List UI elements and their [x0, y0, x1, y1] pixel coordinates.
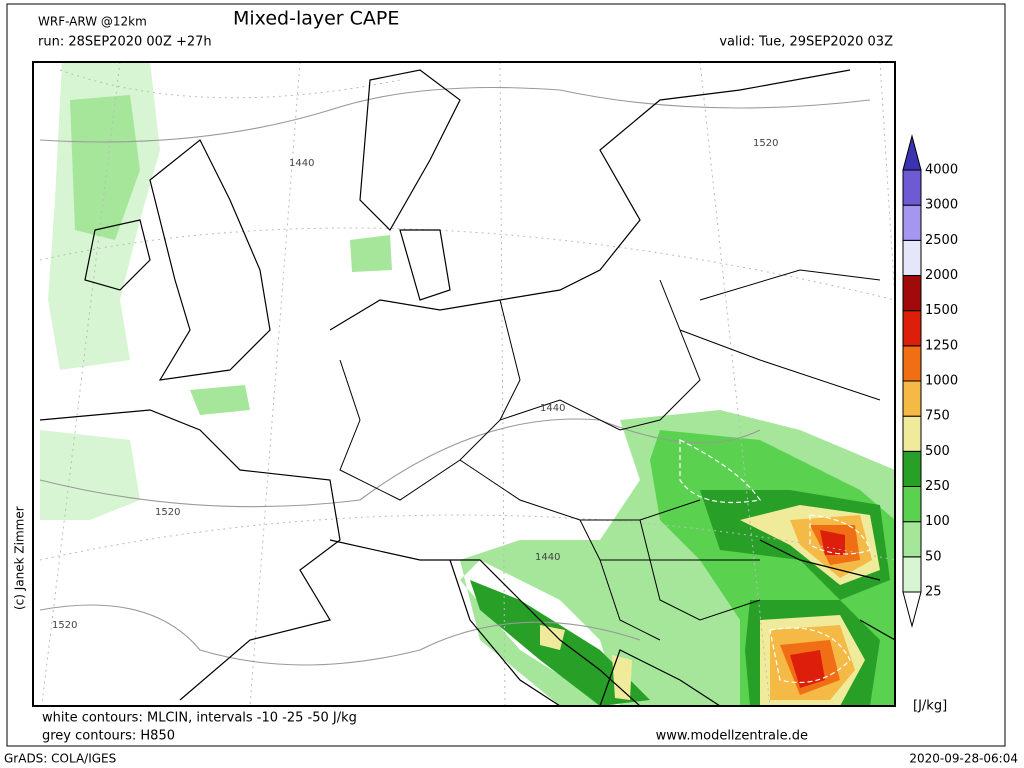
cape-area — [70, 95, 140, 240]
cape-area — [790, 650, 825, 688]
note-white: white contours: MLCIN, intervals -10 -25… — [42, 711, 357, 726]
note-grey: grey contours: H850 — [42, 729, 175, 744]
colorbar-box — [902, 450, 922, 488]
colorbar-box — [902, 415, 922, 452]
cape-area — [190, 385, 250, 415]
map-frame — [32, 61, 896, 707]
cape-area — [612, 655, 632, 700]
coastline — [39, 69, 895, 706]
cape-area — [350, 235, 392, 272]
colorbar-box — [902, 275, 922, 312]
timestamp: 2020-09-28-06:04 — [909, 752, 1018, 766]
colorbar-label: 2500 — [925, 233, 958, 248]
title: Mixed-layer CAPE — [233, 8, 399, 30]
copyright: (c) Janek Zimmer — [13, 506, 27, 610]
software: GrADS: COLA/IGES — [4, 752, 116, 766]
colorbar-box — [902, 556, 922, 593]
country-border — [339, 269, 881, 641]
colorbar-triangle — [902, 134, 922, 171]
contour-label: 1440 — [289, 158, 314, 169]
colorbar-label: 500 — [925, 444, 950, 459]
colorbar-label: 3000 — [925, 198, 958, 213]
contour-label: 1520 — [753, 138, 778, 149]
colorbar-label: 4000 — [925, 163, 958, 178]
colorbar-label: 100 — [925, 514, 950, 529]
colorbar-label: 250 — [925, 479, 950, 494]
unit-label: [J/kg] — [913, 699, 947, 714]
colorbar-box — [902, 380, 922, 417]
run-label: run: 28SEP2020 00Z +27h — [38, 35, 212, 50]
map: 1440 1520 1440 1440 1520 1520 — [32, 61, 896, 707]
website: www.modellzentrale.de — [656, 729, 808, 744]
contour-label: 1520 — [52, 620, 77, 631]
colorbar-label: 1500 — [925, 303, 958, 318]
colorbar-label: 50 — [925, 549, 942, 564]
contour-label: 1440 — [535, 552, 560, 563]
colorbar-box — [902, 204, 922, 241]
colorbar-box — [902, 310, 922, 347]
colorbar-label: 2000 — [925, 268, 958, 283]
mlcin-contour — [679, 439, 871, 684]
colorbar-box — [902, 345, 922, 382]
colorbar-label: 1000 — [925, 374, 958, 389]
colorbar-label: 25 — [925, 585, 942, 600]
valid-label: valid: Tue, 29SEP2020 03Z — [719, 35, 893, 50]
colorbar-box — [902, 239, 922, 276]
cape-area — [40, 430, 140, 520]
colorbar-box — [902, 521, 922, 558]
colorbar-label: 750 — [925, 409, 950, 424]
contour-label: 1440 — [540, 403, 565, 414]
contour-label: 1520 — [155, 507, 180, 518]
colorbar-box — [902, 169, 922, 206]
cape-area — [820, 530, 845, 555]
h850-contour — [39, 86, 871, 666]
model-label: WRF-ARW @12km — [38, 15, 147, 29]
cape-area — [540, 625, 565, 650]
colorbar-label: 1250 — [925, 338, 958, 353]
colorbar: 25 50 100 250 500 750 1000 1250 1500 2000 2500 3000… — [902, 134, 958, 628]
colorbar-box — [902, 486, 922, 523]
outer-frame — [6, 3, 1006, 747]
